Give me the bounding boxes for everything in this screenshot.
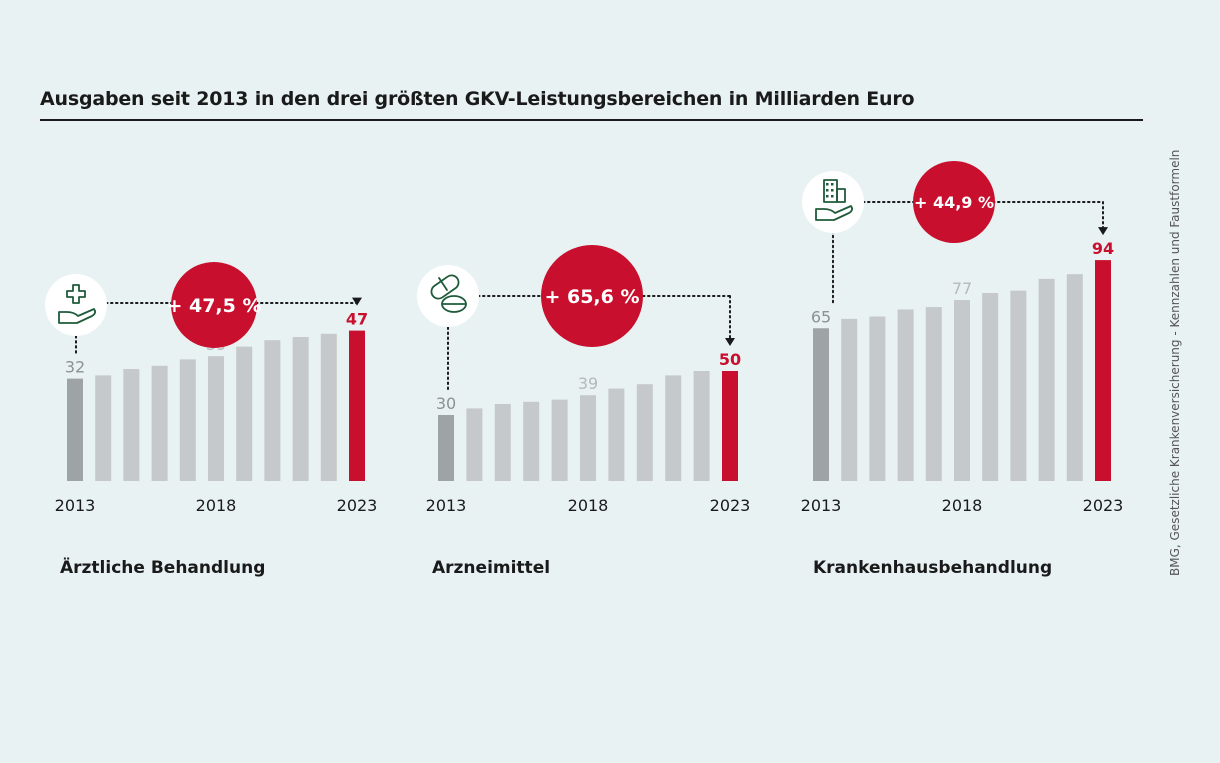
x-tick-label-2013: 2013 [801, 496, 842, 515]
bar-2018 [954, 300, 970, 481]
bar-2023 [1095, 260, 1111, 481]
source-note: BMG, Gesetzliche Krankenversicherung - K… [1168, 149, 1182, 576]
chart-panel-2: 65 77 94 2013 2018 2023 + 44,9 % Krankenhausbeh… [801, 161, 1124, 578]
bar-2015 [494, 404, 511, 481]
bar-2015 [869, 316, 886, 481]
bar-2014 [841, 318, 858, 481]
chart-title: Arzneimittel [432, 558, 550, 578]
bar-2016 [897, 309, 914, 481]
arrow-head [1098, 227, 1108, 236]
building-wing-shape [836, 188, 846, 203]
bar-2019 [236, 346, 253, 481]
data-label-2018: 77 [952, 279, 972, 298]
growth-label: + 47,5 % [166, 295, 261, 317]
data-label-2013: 32 [65, 358, 85, 377]
x-tick-label-2023: 2023 [1083, 496, 1124, 515]
bar-2014 [95, 375, 112, 481]
bar-2013 [67, 378, 83, 481]
bar-2021 [292, 337, 309, 481]
data-label-2023: 50 [719, 350, 741, 369]
building-window [826, 183, 829, 186]
bar-2023 [349, 330, 365, 481]
bar-2017 [925, 307, 942, 481]
building-window [831, 183, 834, 186]
medical-cross-shape [66, 284, 86, 304]
arrow-head [352, 297, 362, 306]
x-tick-label-2013: 2013 [55, 496, 96, 515]
data-label-2013: 30 [436, 394, 456, 413]
bar-2020 [1010, 290, 1027, 481]
bar-2015 [123, 369, 140, 481]
bar-2023 [722, 371, 738, 481]
bar-2013 [438, 415, 454, 481]
hand-hospital-building-icon [815, 179, 854, 221]
bar-2022 [693, 371, 710, 481]
hand-medical-cross-icon [58, 284, 97, 324]
growth-bubble [171, 262, 257, 348]
bar-2019 [982, 293, 999, 481]
building-window [826, 195, 829, 198]
building-window [826, 189, 829, 192]
pill-capsule-divider [438, 277, 448, 291]
icon-circle [417, 265, 479, 327]
data-label-2018: 39 [578, 374, 598, 393]
bar-2016 [151, 365, 168, 481]
bar-2021 [665, 375, 682, 481]
bar-2017 [179, 359, 196, 481]
bar-2018 [580, 395, 596, 481]
growth-label: + 44,9 % [914, 193, 994, 212]
chart-title: Krankenhausbehandlung [813, 558, 1052, 578]
growth-bubble [541, 245, 643, 347]
title-divider [40, 119, 1143, 121]
x-tick-label-2013: 2013 [426, 496, 467, 515]
bar-2019 [608, 388, 625, 481]
bar-2020 [264, 340, 281, 481]
arrow-head [725, 338, 735, 346]
data-label-2023: 47 [346, 310, 368, 329]
building-window [831, 195, 834, 198]
pill-capsule-icon [430, 274, 467, 313]
building-window [831, 189, 834, 192]
bar-2014 [466, 408, 483, 481]
x-tick-label-2018: 2018 [568, 496, 609, 515]
bar-2017 [551, 399, 568, 481]
bar-2020 [636, 384, 653, 481]
bar-2018 [208, 356, 224, 481]
data-label-2023: 94 [1092, 239, 1114, 258]
chart-panel-1: 30 39 50 2013 2018 2023 + 65,6 % Arzneimittel [417, 245, 750, 578]
hand-shape [815, 205, 854, 221]
x-tick-label-2023: 2023 [710, 496, 751, 515]
growth-label: + 65,6 % [544, 286, 639, 308]
bar-2022 [320, 333, 337, 481]
bar-2022 [1066, 274, 1083, 481]
bar-2021 [1038, 278, 1055, 481]
chart-title: Ärztliche Behandlung [60, 556, 265, 578]
bar-2016 [523, 401, 540, 481]
chart-panel-0: 323947201320182023+ 47,5 %Ärztliche Beha… [45, 262, 377, 578]
data-label-2013: 65 [811, 307, 831, 326]
growth-bubble [913, 161, 995, 243]
x-tick-label-2018: 2018 [196, 496, 237, 515]
bar-2013 [813, 328, 829, 481]
icon-circle [45, 274, 107, 336]
hand-shape [58, 308, 97, 324]
x-tick-label-2018: 2018 [942, 496, 983, 515]
x-tick-label-2023: 2023 [337, 496, 378, 515]
page-title: Ausgaben seit 2013 in den drei größten G… [40, 88, 915, 110]
